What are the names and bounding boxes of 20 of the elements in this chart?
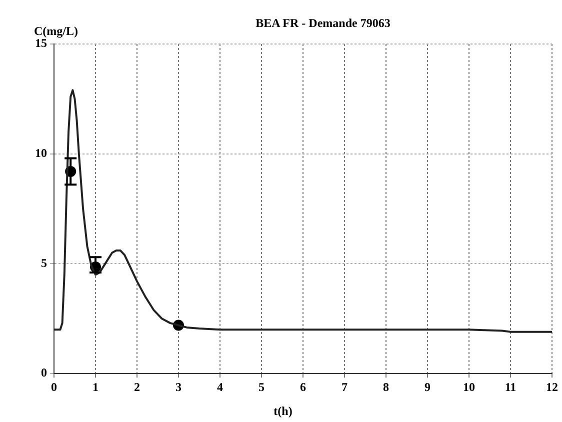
x-axis-title: t(h) (274, 404, 292, 418)
x-tick-label: 7 (342, 380, 348, 394)
x-tick-label: 9 (424, 380, 430, 394)
y-tick-label: 5 (41, 256, 47, 270)
y-tick-label: 15 (35, 36, 47, 50)
x-tick-label: 2 (134, 380, 140, 394)
x-tick-label: 10 (463, 380, 475, 394)
x-tick-label: 12 (546, 380, 558, 394)
x-tick-label: 0 (51, 380, 57, 394)
x-tick-label: 3 (176, 380, 182, 394)
x-tick-label: 11 (504, 380, 516, 394)
x-tick-label: 8 (383, 380, 389, 394)
x-tick-label: 6 (300, 380, 306, 394)
x-tick-label: 1 (92, 380, 98, 394)
y-tick-label: 10 (35, 146, 47, 160)
y-tick-label: 0 (41, 366, 47, 380)
y-axis-title: C(mg/L) (34, 24, 78, 38)
x-tick-label: 4 (217, 380, 223, 394)
x-tick-label: 5 (258, 380, 264, 394)
chart-title: BEA FR - Demande 79063 (256, 16, 390, 30)
